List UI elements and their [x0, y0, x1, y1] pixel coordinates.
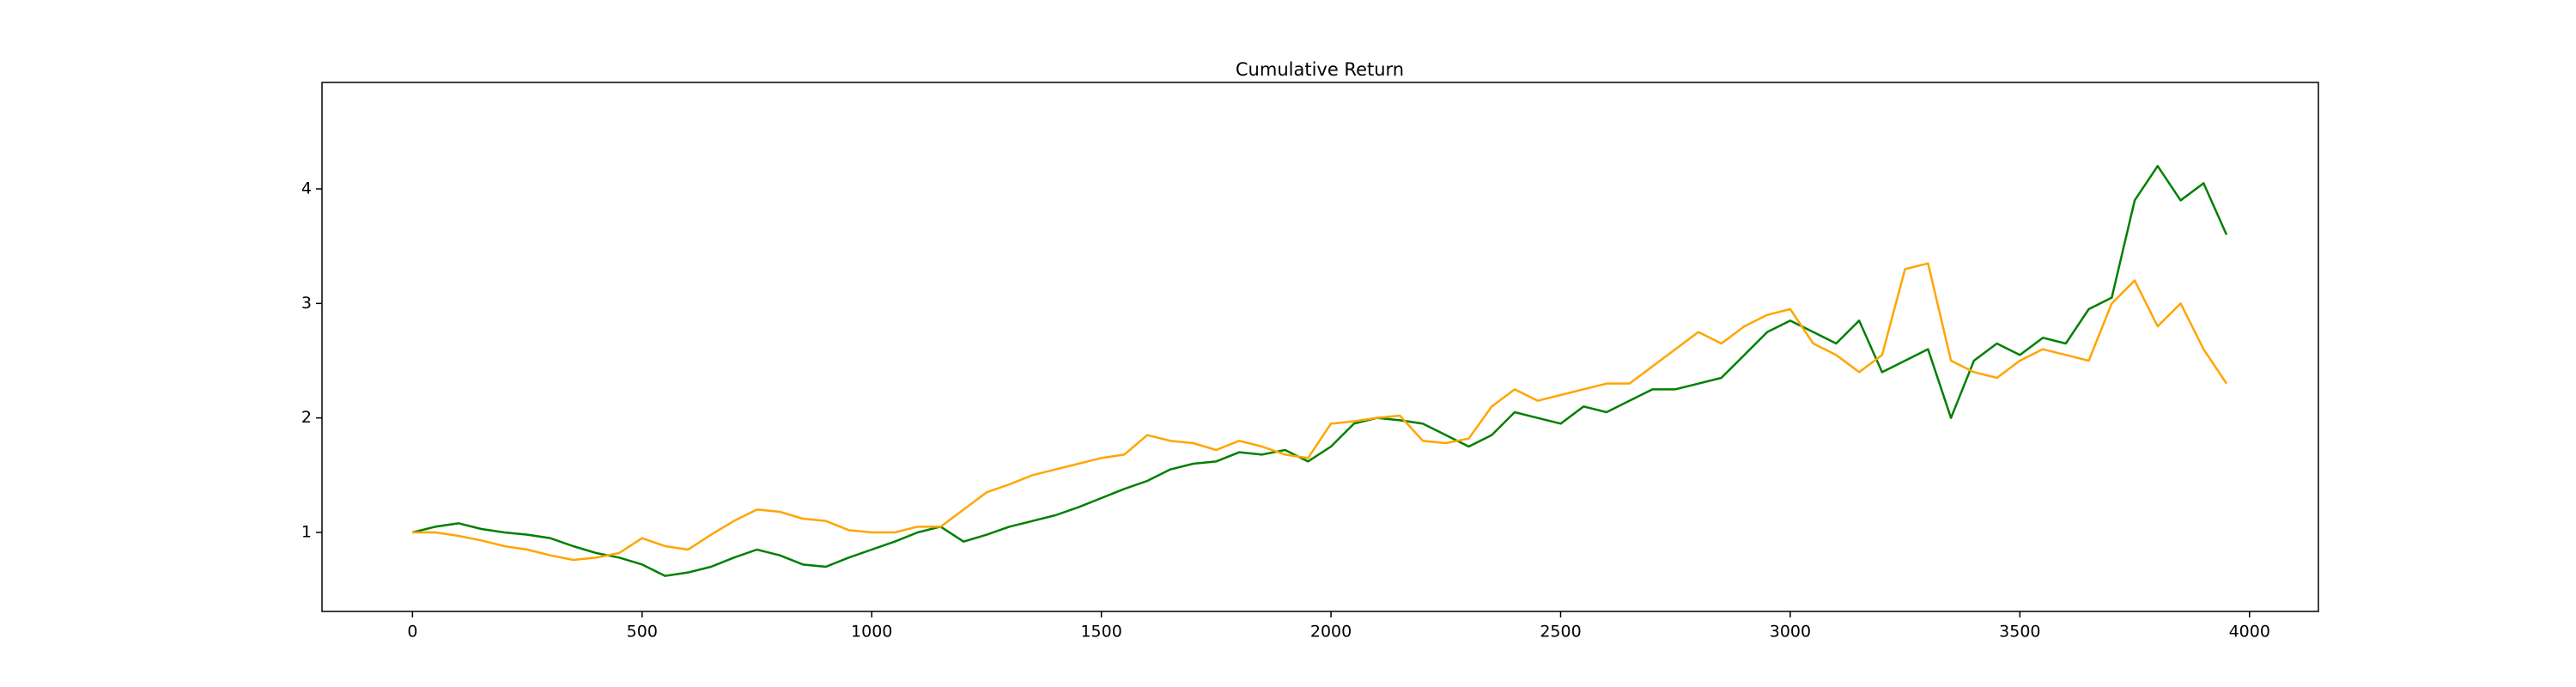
- chart-title: Cumulative Return: [1236, 59, 1404, 80]
- x-tick-label: 500: [627, 623, 658, 641]
- series-line: [412, 165, 2228, 577]
- plot-frame: [321, 82, 2319, 612]
- y-tick-label: 4: [301, 179, 312, 198]
- x-tick-label: 0: [407, 623, 417, 641]
- y-tick-label: 1: [301, 523, 312, 542]
- y-tick-label: 2: [301, 408, 312, 427]
- series-line: [412, 262, 2228, 562]
- x-tick-label: 3500: [1999, 623, 2040, 641]
- x-tick-label: 1000: [851, 623, 892, 641]
- y-tick-label: 3: [301, 294, 312, 313]
- x-tick-label: 2500: [1540, 623, 1581, 641]
- x-tick-label: 3000: [1770, 623, 1811, 641]
- x-tick-label: 4000: [2229, 623, 2270, 641]
- x-tick-label: 2000: [1310, 623, 1352, 641]
- x-tick-label: 1500: [1080, 623, 1121, 641]
